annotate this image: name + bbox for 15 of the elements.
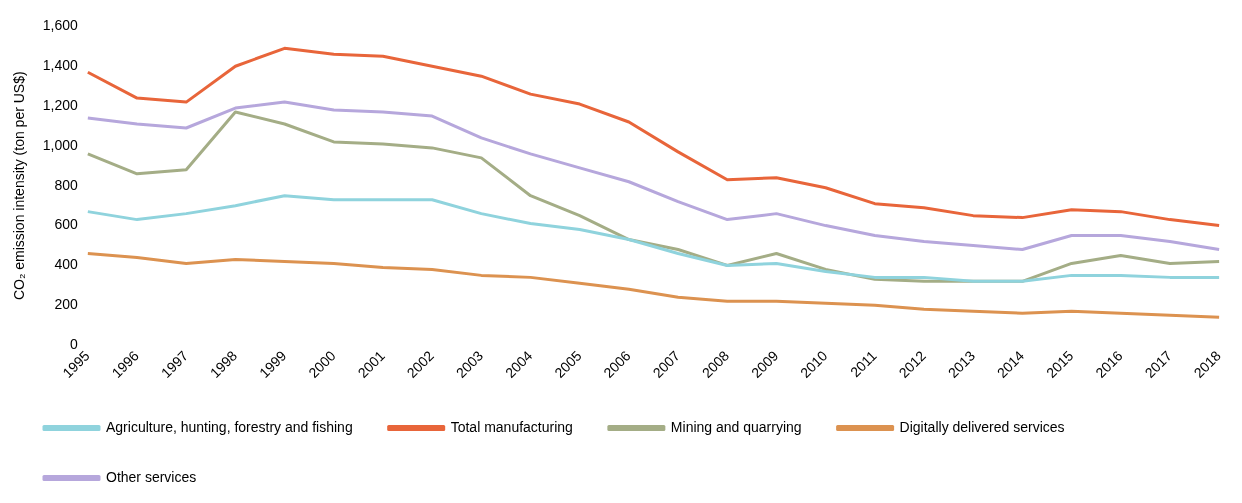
y-tick-label: 1,400: [42, 57, 79, 74]
y-tick-label: 200: [54, 296, 79, 313]
legend-label: Agriculture, hunting, forestry and fishing: [106, 418, 353, 435]
y-tick-label: 1,600: [42, 17, 79, 34]
y-tick-label: 800: [54, 176, 79, 193]
legend-label: Mining and quarrying: [670, 418, 802, 435]
y-tick-label: 1,200: [42, 96, 79, 113]
y-tick-label: 0: [70, 335, 79, 352]
legend-label: Other services: [106, 468, 197, 485]
y-tick-label: 400: [54, 256, 79, 273]
legend-label: Digitally delivered services: [899, 418, 1065, 435]
legend-label: Total manufacturing: [450, 418, 573, 435]
y-axis-title: CO₂ emission intensity (ton per US$): [11, 71, 28, 301]
y-tick-label: 600: [54, 216, 79, 233]
y-tick-label: 1,000: [42, 136, 79, 153]
